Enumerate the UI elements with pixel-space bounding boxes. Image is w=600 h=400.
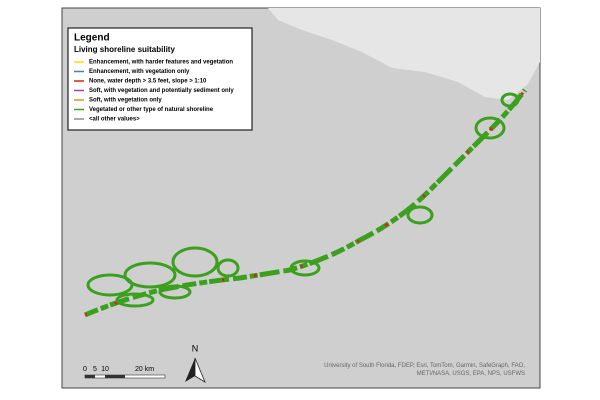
legend-label: Enhancement, with harder features and ve… [89, 60, 233, 66]
attribution: University of South Florida, FDEP, Esri,… [324, 363, 525, 377]
mainland [268, 8, 540, 100]
north-label: N [192, 343, 199, 353]
legend-label: Enhancement, with vegetation only [89, 69, 190, 75]
scale-label: 10 [101, 366, 109, 373]
legend-items: Enhancement, with harder features and ve… [74, 60, 234, 123]
legend-subtitle: Living shoreline suitability [74, 45, 175, 54]
legend-label: Soft, with vegetation and potentially se… [89, 88, 234, 94]
legend-label: None, water depth > 3.5 feet, slope > 1:… [89, 79, 207, 85]
lower-keys-cluster [86, 92, 520, 308]
north-arrow: N [185, 343, 206, 383]
scale-label: 0 [83, 366, 87, 373]
legend-box [67, 27, 253, 131]
scale-label: 20 km [135, 366, 154, 373]
legend-label: Soft, with vegetation only [89, 98, 162, 104]
legend-label: <all other values> [89, 117, 140, 123]
legend-label: Vegetated or other type of natural shore… [89, 107, 214, 113]
scale-label: 5 [93, 366, 97, 373]
scale-bar: 0 5 10 20 km [83, 366, 166, 379]
legend-title: Legend [74, 33, 110, 44]
